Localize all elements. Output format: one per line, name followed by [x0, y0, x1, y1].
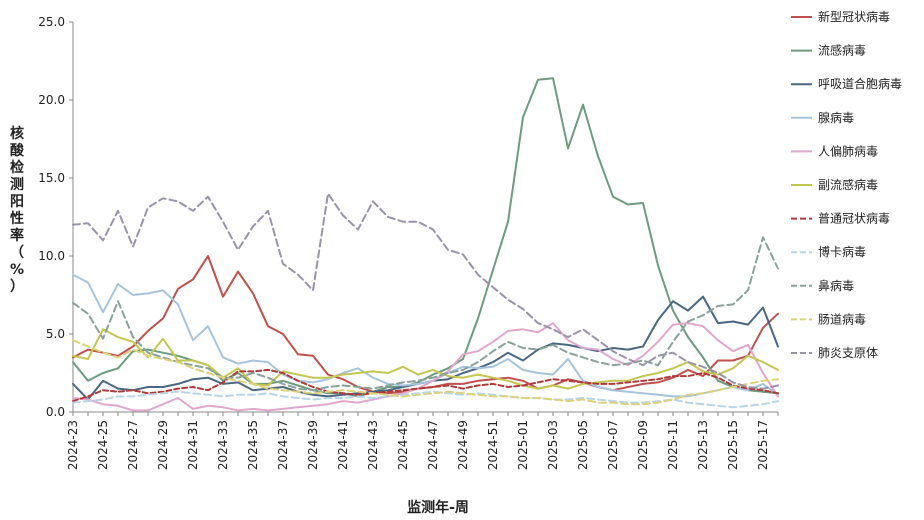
legend-label-2: 呼吸道合胞病毒 — [818, 76, 902, 91]
legend-label-7: 博卡病毒 — [818, 244, 866, 259]
x-tick-label: 2024-23 — [66, 420, 80, 470]
legend-label-10: 肺炎支原体 — [818, 346, 878, 360]
x-tick-label: 2025-17 — [756, 420, 770, 470]
x-tick-label: 2024-41 — [336, 420, 350, 470]
series-line-4 — [72, 322, 779, 412]
x-tick-label: 2024-29 — [156, 420, 170, 470]
y-axis-title-char: 率 — [10, 227, 24, 244]
legend-label-6: 普通冠状病毒 — [818, 211, 890, 226]
x-tick-label: 2024-47 — [426, 420, 440, 470]
series-line-9 — [72, 339, 779, 406]
y-axis-title-char: 阳 — [10, 194, 24, 210]
x-tick-label: 2024-43 — [366, 420, 380, 470]
legend-label-0: 新型冠状病毒 — [818, 9, 890, 24]
legend-label-4: 人偏肺病毒 — [818, 143, 878, 158]
legend: 新型冠状病毒流感病毒呼吸道合胞病毒腺病毒人偏肺病毒副流感病毒普通冠状病毒博卡病毒… — [791, 9, 902, 360]
axes: 0.0 5.0 10.0 15.0 20.0 25.0 2024-23 2024-25 2024… — [38, 15, 779, 470]
y-tick-label: 10.0 — [38, 249, 65, 263]
series-line-1 — [72, 77, 779, 398]
x-tick-label: 2024-25 — [96, 420, 110, 470]
y-axis-title-char: 核 — [10, 125, 24, 142]
legend-label-5: 副流感病毒 — [818, 177, 878, 192]
x-tick-label: 2025-09 — [636, 420, 650, 470]
legend-label-3: 腺病毒 — [818, 110, 854, 125]
series-line-10 — [72, 192, 779, 390]
series-line-6 — [72, 368, 779, 403]
legend-label-9: 肠道病毒 — [818, 311, 866, 326]
y-tick-label: 25.0 — [38, 15, 65, 29]
series-lines — [72, 77, 779, 412]
x-tick-label: 2024-51 — [486, 420, 500, 470]
x-tick-label: 2024-45 — [396, 420, 410, 470]
y-axis-title-char: 测 — [10, 176, 24, 193]
x-tick-label: 2024-37 — [276, 420, 290, 470]
x-tick-label: 2025-11 — [666, 420, 680, 470]
x-tick-label: 2025-07 — [606, 420, 620, 470]
series-line-8 — [72, 236, 779, 392]
series-line-3 — [72, 273, 779, 398]
y-axis-title-char: 酸 — [10, 142, 25, 159]
y-axis-title-char: ） — [10, 279, 24, 295]
legend-label-1: 流感病毒 — [818, 43, 866, 58]
y-tick-label: 5.0 — [46, 327, 65, 341]
x-tick-label: 2024-27 — [126, 420, 140, 470]
y-axis-title-char: % — [10, 262, 24, 278]
y-axis-title-char: （ — [10, 245, 24, 261]
series-line-0 — [72, 255, 779, 395]
x-tick-label: 2024-31 — [186, 420, 200, 470]
x-tick-label: 2024-49 — [456, 420, 470, 470]
x-tick-label: 2025-13 — [696, 420, 710, 470]
y-axis-title: 核酸检测阳性率（%） — [10, 125, 25, 295]
x-tick-label: 2025-01 — [516, 420, 530, 470]
x-tick-label: 2024-35 — [246, 420, 260, 470]
y-axis-title-char: 检 — [10, 159, 24, 176]
y-tick-label: 0.0 — [46, 405, 65, 419]
x-tick-label: 2025-15 — [726, 420, 740, 470]
y-axis-title-char: 性 — [10, 210, 24, 227]
x-tick-label: 2024-33 — [216, 420, 230, 470]
y-tick-label: 15.0 — [38, 171, 65, 185]
series-line-7 — [72, 390, 779, 409]
series-line-5 — [72, 328, 779, 390]
x-tick-label: 2025-03 — [546, 420, 560, 470]
legend-label-8: 鼻病毒 — [818, 278, 854, 293]
x-tick-label: 2024-39 — [306, 420, 320, 470]
x-axis-title: 监测年-周 — [407, 499, 469, 516]
y-tick-label: 20.0 — [38, 93, 65, 107]
x-tick-label: 2025-05 — [576, 420, 590, 470]
